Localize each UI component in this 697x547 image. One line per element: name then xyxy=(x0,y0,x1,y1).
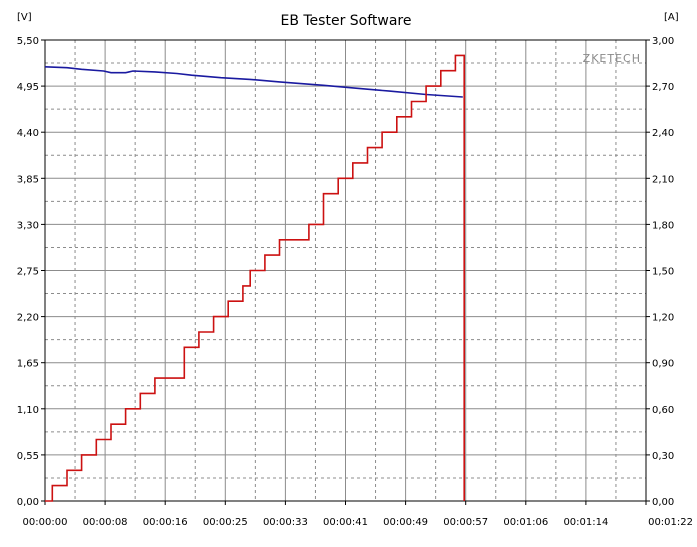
x-tick-label: 00:00:57 xyxy=(443,517,488,528)
right-tick-label: 0,60 xyxy=(652,405,674,416)
left-tick-label: 4,40 xyxy=(17,128,39,139)
right-tick-label: 2,10 xyxy=(652,174,674,185)
left-tick-label: 2,20 xyxy=(17,313,39,324)
x-tick-label: 00:01:06 xyxy=(503,517,548,528)
x-tick-label: 00:00:16 xyxy=(143,517,188,528)
left-tick-label: 0,00 xyxy=(17,497,39,508)
right-tick-label: 1,50 xyxy=(652,267,674,278)
zketech-watermark: ZKETECH xyxy=(583,52,641,65)
x-tick-label: 00:00:25 xyxy=(203,517,248,528)
left-tick-label: 4,95 xyxy=(17,82,39,93)
right-axis-ticks: 0,00 0,30 0,60 0,90 1,20 1,50 1,80 2,10 2,40 2,70… xyxy=(646,36,674,508)
x-tick-label: 00:00:49 xyxy=(383,517,428,528)
current-series-line xyxy=(45,54,465,502)
right-tick-label: 2,40 xyxy=(652,128,674,139)
chart-title: EB Tester Software xyxy=(280,13,411,29)
x-axis-ticks: 00:00:00 00:00:08 00:00:16 00:00:25 00:00:33… xyxy=(23,501,693,528)
left-tick-label: 1,65 xyxy=(17,359,39,370)
left-tick-label: 3,30 xyxy=(17,220,39,231)
left-axis-ticks: 0,00 0,55 1,10 1,65 2,20 2,75 3,30 3,85 4,40 4,95… xyxy=(17,36,45,508)
right-tick-label: 0,00 xyxy=(652,497,674,508)
left-tick-label: 5,50 xyxy=(17,36,39,47)
right-tick-label: 0,90 xyxy=(652,359,674,370)
x-tick-label: 00:00:00 xyxy=(23,517,68,528)
x-tick-label: 00:01:22 xyxy=(648,517,693,528)
right-axis-unit: [A] xyxy=(664,12,679,23)
grid-lines xyxy=(45,40,646,501)
x-tick-label: 00:01:14 xyxy=(563,517,608,528)
right-tick-label: 0,30 xyxy=(652,451,674,462)
right-tick-label: 1,80 xyxy=(652,220,674,231)
x-tick-label: 00:00:33 xyxy=(263,517,308,528)
left-tick-label: 3,85 xyxy=(17,174,39,185)
left-axis-unit: [V] xyxy=(17,12,32,23)
x-tick-label: 00:00:08 xyxy=(83,517,128,528)
left-tick-label: 2,75 xyxy=(17,267,39,278)
left-tick-label: 0,55 xyxy=(17,451,39,462)
right-tick-label: 3,00 xyxy=(652,36,674,47)
voltage-series-line xyxy=(44,66,463,98)
series-group xyxy=(44,54,465,502)
right-tick-label: 2,70 xyxy=(652,82,674,93)
x-tick-label: 00:00:41 xyxy=(323,517,368,528)
left-tick-label: 1,10 xyxy=(17,405,39,416)
right-tick-label: 1,20 xyxy=(652,313,674,324)
